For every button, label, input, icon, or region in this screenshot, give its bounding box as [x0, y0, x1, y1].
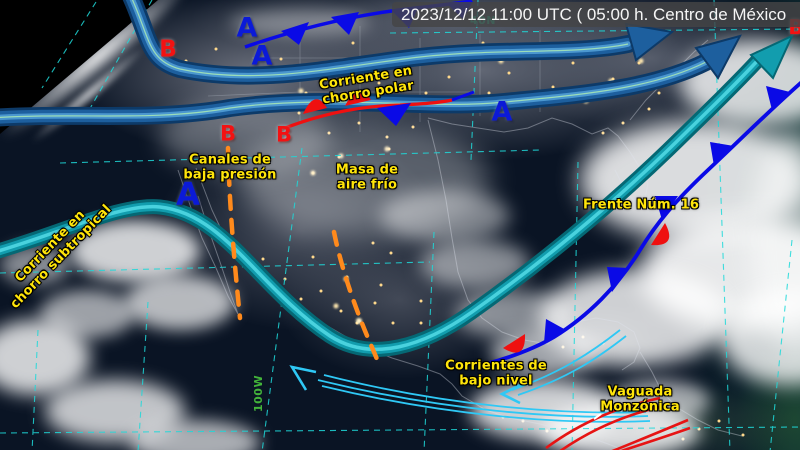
front16-semicircle: [503, 334, 526, 353]
label-line: baja presión: [183, 167, 277, 182]
cold-front-16: [485, 81, 800, 366]
trough-white-tick: [593, 413, 602, 420]
cloud: [380, 190, 510, 242]
label-line: bajo nivel: [459, 373, 533, 388]
subtropical-jet-band: [0, 33, 795, 349]
cloud: [125, 275, 235, 330]
monsoon-trough-line: [545, 396, 691, 450]
label-cold-air-mass: Masa de aire frío: [336, 163, 398, 192]
datetime-banner: 2023/12/12 11:00 UTC ( 05:00 h. Centro d…: [392, 2, 800, 27]
warm-front-semicircle: [345, 91, 371, 106]
high-pressure-marker: A: [176, 176, 200, 213]
front16-triangle: [710, 142, 734, 166]
cloud: [0, 320, 90, 395]
label-line: Masa de: [335, 162, 399, 178]
high-pressure-marker: A: [491, 96, 513, 128]
cloud: [610, 380, 710, 422]
stationary-front-mid: [279, 90, 475, 132]
label-line: Corrientes de: [445, 358, 547, 374]
low-pressure-marker: B: [159, 36, 177, 63]
cold-front-triangle: [377, 103, 411, 126]
front16-triangle: [544, 319, 566, 343]
low-pressure-marker: B: [219, 121, 237, 146]
front16-triangle: [607, 267, 630, 292]
label-low-level-currents: Corrientes de bajo nivel: [445, 359, 547, 388]
label-monsoon-trough: Vaguada Monzónica: [600, 385, 680, 414]
low-pressure-marker: B: [788, 15, 800, 39]
polar-jet-north-band: [128, 0, 675, 76]
cloud: [130, 420, 260, 450]
cloud: [70, 220, 200, 282]
label-line: Vaguada: [607, 384, 673, 400]
polar-jet-arrowhead: [694, 34, 742, 80]
low-level-current-arrow-short: [499, 329, 627, 405]
graticule-label-100w: 100W: [252, 374, 265, 412]
label-front-16: Frente Núm. 16: [582, 197, 700, 214]
front16-semicircle: [651, 223, 670, 246]
high-pressure-marker: A: [251, 40, 273, 72]
label-line: Frente Núm. 16: [582, 197, 700, 213]
cold-air-haze: [240, 125, 490, 235]
front16-triangle: [766, 86, 790, 110]
high-pressure-marker: A: [236, 12, 258, 44]
polar-jet-south-band: [0, 34, 742, 118]
label-low-pressure-channels: Canales de baja presión: [183, 153, 276, 182]
trough-dashed-line-east: [331, 229, 383, 371]
label-line: Canales de: [189, 152, 271, 168]
trough-dashed-line-west: [225, 145, 243, 321]
label-line: aire frío: [336, 177, 398, 192]
low-pressure-marker: B: [275, 122, 293, 147]
front16-triangle: [655, 196, 678, 220]
subtropical-jet-arrowhead: [749, 33, 795, 80]
polar-jet-arrowhead: [624, 22, 675, 62]
warm-front-semicircle: [303, 99, 327, 114]
label-line: Monzónica: [600, 399, 680, 414]
